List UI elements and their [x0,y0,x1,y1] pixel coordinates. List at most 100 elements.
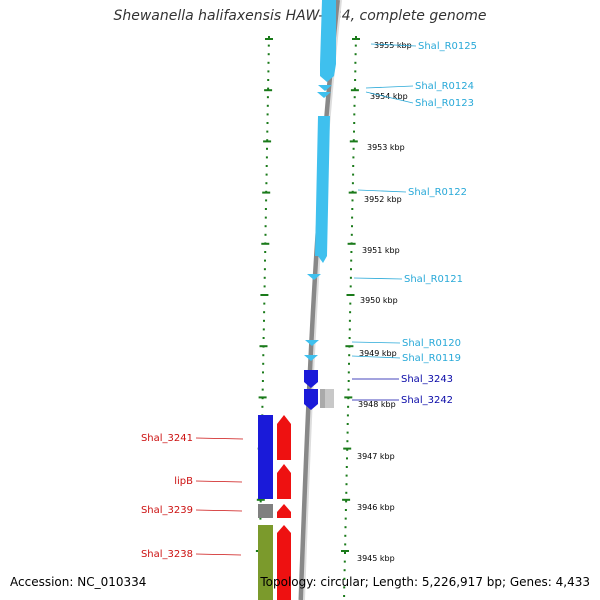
tick-dot [263,302,266,305]
tick-major [342,498,351,501]
kbp-tick-label: 3955 kbp [374,41,412,50]
gene-label-lipb[interactable]: lipB [174,476,193,487]
tick-dot [347,405,350,408]
tick-dot [346,423,349,425]
tick-dot [345,466,348,468]
tick-dot [353,122,356,124]
tick-dot [346,457,348,460]
map-title: Shewanella halifaxensis HAW-EB4, complet… [113,8,487,24]
cds-gray [258,504,273,518]
tick-dot [355,36,357,38]
tick-dot [345,474,348,477]
tick-major [258,396,267,399]
gene-label-shal-r0125[interactable]: Shal_R0125 [418,41,477,52]
tick-major [341,550,349,552]
tick-dot [346,440,349,443]
tick-dot [352,165,355,167]
tick-dot [344,517,347,520]
tick-dot [350,233,353,236]
tick-dot [264,259,266,262]
tick-dot [263,285,266,288]
tick-dot [347,380,350,382]
tick-dot [263,319,265,322]
gene-label-shal-3241[interactable]: Shal_3241 [141,433,193,444]
cds-olive [258,525,273,600]
tick-major [261,242,270,245]
gene-label-leader [357,189,407,193]
gene-label-shal-r0119[interactable]: Shal_R0119 [402,353,461,364]
tick-dot [267,87,270,90]
rna-chevron [307,274,321,280]
rna-chevron [304,355,318,361]
kbp-tick-label: 3949 kbp [359,349,397,358]
tick-dot [351,225,353,228]
genome-stats-text: Topology: circular; Length: 5,226,917 bp… [260,575,590,589]
gene-label-leader [195,509,243,512]
gene-label-shal-3239[interactable]: Shal_3239 [141,505,193,516]
tick-dot [347,388,350,391]
tick-dot [343,577,346,580]
cds-arrow-red [277,464,291,499]
tick-dot [348,319,351,322]
tick-dot [263,276,266,279]
tick-dot [350,268,352,271]
gene-label-shal-3243[interactable]: Shal_3243 [401,374,453,385]
tick-dot [261,405,264,408]
cds-arrow-red [277,525,291,600]
tick-dot [266,139,269,142]
tick-dot [351,208,354,210]
tick-dot [262,328,265,331]
tick-dot [354,53,357,56]
cds-gray-shade [320,389,325,408]
tick-major [264,89,273,92]
tick-dot [348,328,351,331]
kbp-tick-label: 3945 kbp [357,554,395,563]
tick-dot [263,311,266,314]
tick-dot [267,44,270,47]
cds-arrow-red [277,415,291,460]
tick-dot [265,173,268,176]
tick-major [348,191,357,194]
tick-dot [265,199,268,202]
accession-text: Accession: NC_010334 [10,575,147,589]
tick-dot [264,225,267,228]
cds-arrow-red [277,504,291,518]
tick-major [345,345,354,348]
kbp-tick-label: 3946 kbp [357,503,395,512]
tick-dot [345,491,348,494]
tick-dot [263,268,266,271]
gene-label-shal-r0124[interactable]: Shal_R0124 [415,81,474,92]
tick-dot [350,259,353,262]
tick-dot [259,500,262,503]
gene-features [258,0,336,600]
rna-arrow [320,0,336,82]
tick-dot [261,380,264,382]
gene-label-shal-r0121[interactable]: Shal_R0121 [404,274,463,285]
tick-dot [352,147,355,150]
gene-label-shal-r0122[interactable]: Shal_R0122 [408,187,467,198]
gene-label-shal-3238[interactable]: Shal_3238 [141,549,193,560]
tick-dot [261,388,264,391]
gene-label-leader [195,553,242,556]
gene-label-shal-r0120[interactable]: Shal_R0120 [402,338,461,349]
tick-dot [349,276,352,279]
kbp-tick-label: 3953 kbp [367,143,405,152]
tick-dot [267,61,270,64]
tick-dot [348,362,350,365]
tick-dot [266,96,269,99]
tick-dot [268,36,270,38]
kbp-tick-label: 3950 kbp [360,296,398,305]
tick-dot [353,87,356,90]
gene-label-shal-3242[interactable]: Shal_3242 [401,395,453,406]
tick-dot [344,543,347,546]
gene-label-shal-r0123[interactable]: Shal_R0123 [415,98,474,109]
tick-dot [266,122,269,124]
tick-major [344,396,353,399]
tick-dot [349,311,352,314]
tick-major [349,140,358,143]
tick-dot [343,569,346,572]
tick-dot [343,595,346,597]
backbone-shadow [303,0,342,600]
tick-dot [352,139,355,142]
tick-dot [262,371,264,374]
